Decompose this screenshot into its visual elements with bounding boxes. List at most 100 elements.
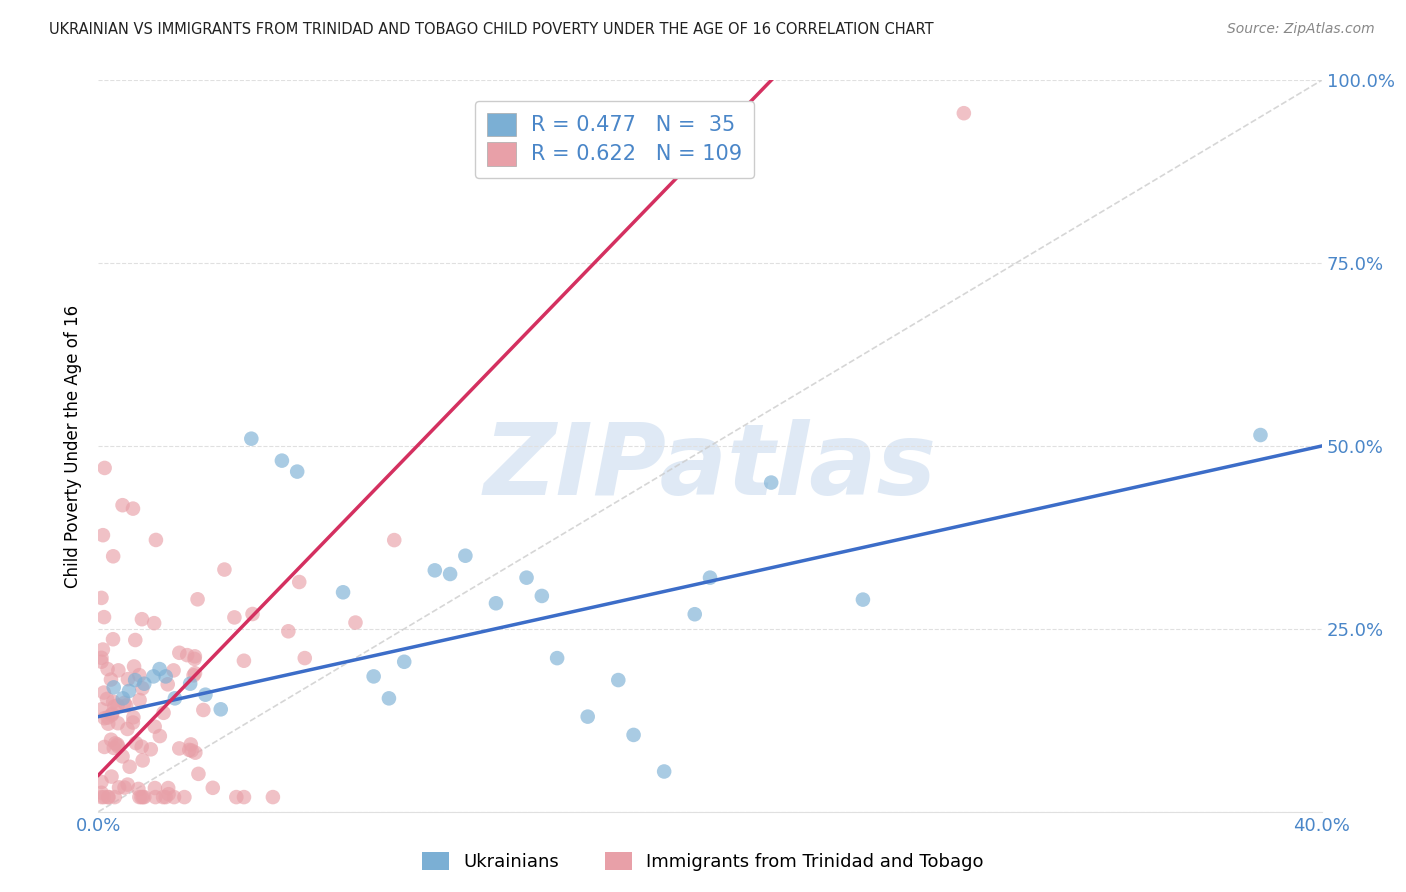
Point xyxy=(107,664,129,678)
Point xyxy=(173,790,195,805)
Point xyxy=(122,715,145,730)
Point xyxy=(114,780,136,795)
Point xyxy=(270,453,292,467)
Point xyxy=(97,790,120,805)
Point xyxy=(131,753,153,767)
Point xyxy=(104,736,127,750)
Point xyxy=(183,668,205,682)
Point xyxy=(97,662,120,676)
Point xyxy=(155,669,177,683)
Point xyxy=(103,699,125,714)
Point xyxy=(122,710,145,724)
Point xyxy=(953,106,976,120)
Point xyxy=(103,681,125,695)
Point xyxy=(122,659,145,673)
Point xyxy=(97,716,120,731)
Point xyxy=(209,702,232,716)
Point xyxy=(1249,428,1271,442)
Point xyxy=(97,790,120,805)
Point xyxy=(96,692,118,706)
Point xyxy=(107,738,129,752)
Y-axis label: Child Poverty Under the Age of 16: Child Poverty Under the Age of 16 xyxy=(65,304,83,588)
Point xyxy=(454,549,477,563)
Point xyxy=(91,642,114,657)
Point xyxy=(143,720,166,734)
Point xyxy=(91,528,114,542)
Point xyxy=(262,790,284,805)
Point xyxy=(183,652,205,666)
Point xyxy=(142,669,165,683)
Point xyxy=(224,610,246,624)
Point xyxy=(516,571,538,585)
Point xyxy=(485,596,508,610)
Point xyxy=(128,693,150,707)
Text: Source: ZipAtlas.com: Source: ZipAtlas.com xyxy=(1227,22,1375,37)
Point xyxy=(132,790,155,805)
Point xyxy=(187,592,209,607)
Point xyxy=(277,624,299,639)
Point xyxy=(179,676,201,690)
Point xyxy=(225,790,247,805)
Point xyxy=(117,722,139,736)
Point xyxy=(439,567,461,582)
Point xyxy=(118,760,141,774)
Point xyxy=(184,666,207,681)
Point xyxy=(163,691,186,706)
Point xyxy=(152,790,174,805)
Point xyxy=(134,790,156,805)
Point xyxy=(294,651,316,665)
Legend: Ukrainians, Immigrants from Trinidad and Tobago: Ukrainians, Immigrants from Trinidad and… xyxy=(415,845,991,879)
Point xyxy=(114,696,136,710)
Point xyxy=(103,695,125,709)
Point xyxy=(93,610,115,624)
Point xyxy=(131,790,153,805)
Point xyxy=(90,790,112,805)
Point xyxy=(546,651,568,665)
Point xyxy=(214,563,236,577)
Point xyxy=(128,668,150,682)
Point xyxy=(131,739,153,754)
Point xyxy=(117,672,139,686)
Point xyxy=(683,607,706,622)
Point xyxy=(201,780,224,795)
Point xyxy=(157,787,180,801)
Point xyxy=(97,710,120,724)
Point xyxy=(100,770,122,784)
Point xyxy=(90,786,112,800)
Point xyxy=(169,741,191,756)
Point xyxy=(392,655,416,669)
Point xyxy=(157,780,180,795)
Point xyxy=(143,780,166,795)
Point xyxy=(530,589,553,603)
Point xyxy=(242,607,264,621)
Point xyxy=(93,790,115,805)
Point xyxy=(179,743,201,757)
Point xyxy=(193,703,215,717)
Point xyxy=(108,780,131,795)
Point xyxy=(101,632,124,647)
Point xyxy=(93,711,115,725)
Point xyxy=(156,677,179,691)
Point xyxy=(107,698,129,713)
Point xyxy=(90,655,112,669)
Point xyxy=(332,585,354,599)
Point xyxy=(852,592,875,607)
Point xyxy=(288,574,311,589)
Point xyxy=(285,465,308,479)
Point xyxy=(382,533,405,547)
Point xyxy=(117,778,139,792)
Text: ZIPatlas: ZIPatlas xyxy=(484,419,936,516)
Point xyxy=(101,706,124,721)
Point xyxy=(103,741,125,756)
Point xyxy=(131,681,153,696)
Point xyxy=(90,775,112,789)
Point xyxy=(652,764,675,779)
Point xyxy=(93,461,115,475)
Point xyxy=(169,646,191,660)
Point xyxy=(100,732,122,747)
Point xyxy=(344,615,367,630)
Point xyxy=(139,742,162,756)
Point xyxy=(194,688,217,702)
Point xyxy=(378,691,401,706)
Point xyxy=(155,790,177,805)
